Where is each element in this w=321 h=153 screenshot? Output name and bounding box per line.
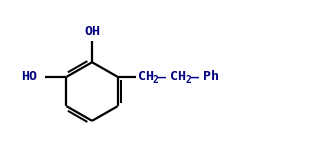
Text: 2: 2: [185, 75, 191, 85]
Text: HO: HO: [21, 70, 37, 83]
Text: CH: CH: [137, 70, 153, 83]
Text: —: —: [158, 70, 166, 83]
Text: OH: OH: [84, 25, 100, 38]
Text: —: —: [191, 70, 199, 83]
Text: 2: 2: [152, 75, 158, 85]
Text: Ph: Ph: [203, 70, 219, 83]
Text: CH: CH: [170, 70, 186, 83]
